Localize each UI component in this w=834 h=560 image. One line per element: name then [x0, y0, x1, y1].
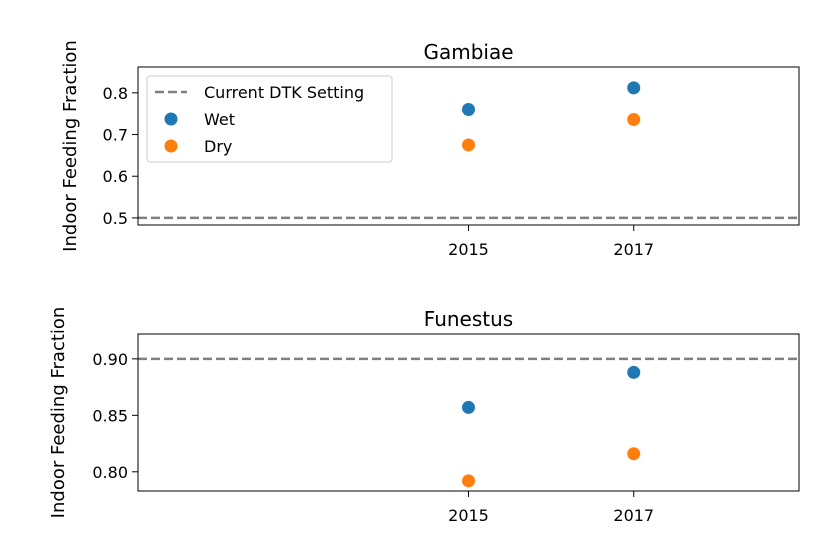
y-tick-label: 0.8 [103, 84, 128, 103]
chart-title: Gambiae [423, 40, 513, 64]
data-point-wet [462, 400, 475, 414]
data-point-dry [627, 447, 641, 461]
legend-entry-label: Dry [204, 137, 232, 156]
subplot-1: Gambiae Indoor Feeding Fraction 0.5 0.6 0.7 0… [60, 40, 800, 259]
y-axis-label: Indoor Feeding Fraction [48, 307, 69, 519]
data-point-wet [462, 103, 475, 117]
x-tick-label: 2017 [613, 506, 654, 525]
data-point-dry [627, 113, 641, 127]
legend: Current DTK Setting Wet Dry [146, 75, 393, 163]
data-point-dry [462, 474, 475, 488]
legend-entry-label: Current DTK Setting [204, 83, 364, 102]
y-tick-label: 0.80 [92, 463, 128, 482]
data-point-wet [627, 365, 641, 379]
y-tick-label: 0.85 [92, 406, 128, 425]
x-tick-label: 2015 [448, 240, 489, 259]
legend-marker-dry [164, 139, 178, 153]
data-point-dry [462, 138, 475, 152]
data-point-wet [627, 81, 641, 95]
x-tick-label: 2017 [613, 240, 654, 259]
axes-frame [137, 333, 800, 492]
y-tick-label: 0.90 [92, 350, 128, 369]
y-axis-label: Indoor Feeding Fraction [60, 40, 81, 252]
chart-title: Funestus [424, 307, 513, 331]
legend-entry-label: Wet [204, 110, 235, 129]
y-tick-label: 0.7 [103, 126, 128, 145]
y-tick-label: 0.6 [103, 167, 128, 186]
subplot-2: Funestus Indoor Feeding Fraction 0.80 0.85 0… [48, 307, 800, 525]
legend-marker-wet [164, 112, 178, 126]
legend-box [146, 75, 393, 163]
y-tick-label: 0.5 [103, 209, 128, 228]
axes-frame [137, 66, 800, 226]
x-tick-label: 2015 [448, 506, 489, 525]
